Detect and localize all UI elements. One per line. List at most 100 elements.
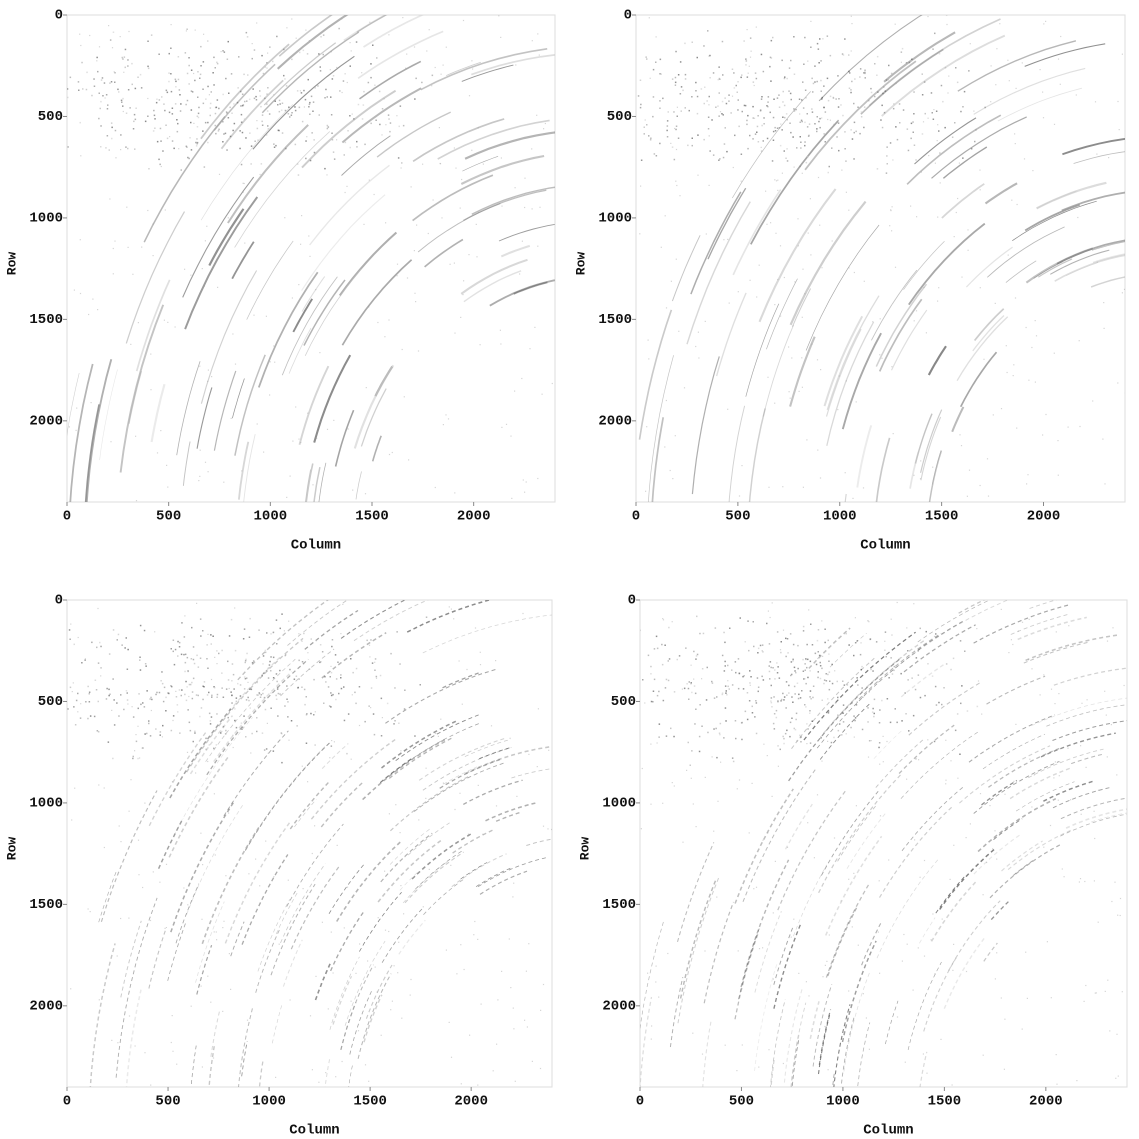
noise (846, 192, 847, 193)
speckle (148, 168, 150, 170)
noise (97, 309, 98, 310)
speckle (229, 635, 231, 637)
speckle (964, 91, 966, 93)
speckle (681, 86, 683, 88)
speckle (187, 709, 189, 711)
noise (80, 155, 81, 156)
noise (727, 409, 728, 410)
speckle (650, 139, 652, 141)
speckle (871, 92, 873, 94)
speckle (718, 160, 720, 162)
speckle (713, 728, 715, 730)
speckle (798, 694, 800, 696)
noise (279, 944, 280, 945)
speckle (144, 733, 146, 735)
speckle (782, 693, 784, 695)
speckle (194, 663, 196, 665)
speckle (864, 106, 866, 108)
speckle (783, 699, 785, 701)
noise (528, 754, 529, 755)
noise (782, 486, 783, 487)
speckle (707, 732, 709, 734)
noise (153, 223, 154, 224)
noise (645, 491, 646, 492)
speckle (625, 90, 627, 92)
noise (712, 756, 713, 757)
speckle (229, 709, 231, 711)
speckle (207, 668, 209, 670)
noise (286, 27, 287, 28)
speckle (777, 128, 779, 130)
speckle (184, 694, 186, 696)
speckle (803, 107, 805, 109)
speckle (697, 134, 699, 136)
noise (817, 359, 818, 360)
speckle (362, 118, 364, 120)
noise (736, 1070, 737, 1071)
speckle (638, 747, 640, 749)
noise (262, 663, 263, 664)
noise (330, 666, 331, 667)
speckle (681, 110, 683, 112)
noise (645, 119, 646, 120)
noise (776, 180, 777, 181)
speckle (849, 72, 851, 74)
noise (765, 191, 766, 192)
speckle (356, 146, 358, 148)
noise (325, 1072, 326, 1073)
speckle (770, 661, 772, 663)
speckle (581, 673, 583, 675)
noise (1051, 997, 1052, 998)
speckle (832, 683, 834, 685)
noise (851, 23, 852, 24)
streak (421, 565, 466, 582)
speckle (133, 716, 135, 718)
noise (352, 114, 353, 115)
noise (542, 394, 543, 395)
noise (650, 804, 651, 805)
noise (552, 383, 553, 384)
noise (1036, 335, 1037, 336)
speckle (855, 642, 857, 644)
speckle (153, 110, 155, 112)
noise (188, 696, 189, 697)
noise (423, 906, 424, 907)
noise (405, 68, 406, 69)
speckle (221, 650, 223, 652)
noise (235, 364, 236, 365)
speckle (388, 114, 390, 116)
speckle (792, 659, 794, 661)
noise (778, 766, 779, 767)
speckle (852, 138, 854, 140)
noise (1045, 21, 1046, 22)
speckle (809, 696, 811, 698)
noise (828, 654, 829, 655)
speckle (771, 40, 773, 42)
speckle (262, 114, 264, 116)
speckle (600, 697, 602, 699)
speckle (735, 661, 737, 663)
speckle (769, 665, 771, 667)
speckle (112, 758, 114, 760)
noise (788, 346, 789, 347)
speckle (223, 726, 225, 728)
speckle (767, 138, 769, 140)
speckle (891, 73, 893, 75)
speckle (800, 142, 802, 144)
noise (259, 885, 260, 886)
y-tick-label: 1000 (29, 211, 63, 227)
noise (134, 750, 135, 751)
speckle (218, 108, 220, 110)
noise (763, 744, 764, 745)
noise (970, 823, 971, 824)
noise (234, 607, 235, 608)
speckle (746, 120, 748, 122)
speckle (228, 679, 230, 681)
noise (369, 180, 370, 181)
noise (100, 675, 101, 676)
noise (948, 76, 949, 77)
noise (656, 36, 657, 37)
speckle (802, 81, 804, 83)
speckle (850, 727, 852, 729)
speckle (334, 158, 336, 160)
